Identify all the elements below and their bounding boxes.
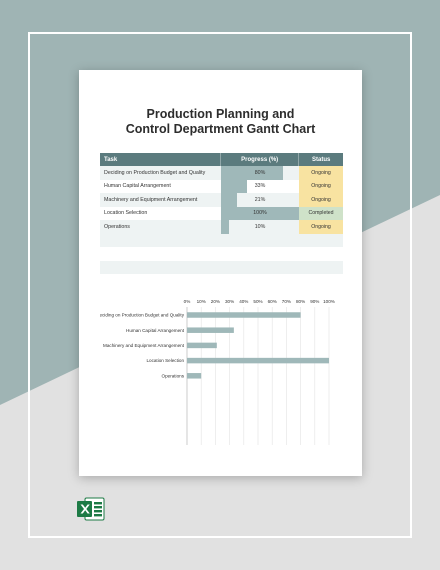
document-page: Production Planning and Control Departme…: [79, 70, 362, 476]
progress-label: 100%: [253, 210, 267, 217]
category-label: Operations: [162, 373, 185, 378]
task-cell: Machinery and Equipment Arrangement: [104, 196, 198, 203]
status-badge: Ongoing: [299, 166, 343, 180]
document-title: Production Planning and Control Departme…: [79, 107, 362, 137]
x-tick-label: 70%: [282, 299, 291, 304]
x-tick-label: 10%: [197, 299, 206, 304]
task-cell: Human Capital Arrangement: [104, 183, 171, 190]
progress-cell: 100%: [221, 206, 299, 220]
empty-row: [100, 260, 343, 274]
progress-bar: [221, 166, 284, 180]
progress-label: 33%: [254, 183, 266, 190]
category-label: Deciding on Production Budget and Qualit…: [100, 313, 185, 318]
table-row: Human Capital Arrangement 33% Ongoing: [100, 179, 343, 193]
x-tick-label: 60%: [268, 299, 277, 304]
status-badge: Completed: [299, 206, 343, 220]
gantt-bar: [187, 327, 234, 333]
header-progress: Progress (%): [220, 153, 298, 166]
x-tick-label: 0%: [184, 299, 191, 304]
progress-label: 10%: [254, 223, 266, 230]
gantt-bar: [187, 342, 217, 349]
table-header: Task Progress (%) Status: [100, 153, 343, 166]
gantt-chart-svg: 0% 10% 20% 30% 40% 50% 60% 70% 80% 90% 100% Decidin…: [100, 299, 335, 445]
category-label: Machinery and Equipment Arrangement: [103, 343, 185, 348]
gantt-bar: [187, 373, 202, 379]
x-tick-label: 50%: [253, 299, 262, 304]
x-tick-label: 20%: [211, 299, 220, 304]
header-status: Status: [298, 153, 343, 166]
progress-label: 21%: [254, 196, 266, 203]
empty-row: [100, 247, 343, 261]
x-tick-label: 80%: [296, 299, 305, 304]
table-body: Deciding on Production Budget and Qualit…: [100, 166, 343, 274]
task-cell: Deciding on Production Budget and Qualit…: [104, 169, 206, 176]
empty-row: [100, 233, 343, 247]
status-badge: Ongoing: [299, 179, 343, 193]
header-task: Task: [104, 156, 118, 163]
gantt-chart: 0% 10% 20% 30% 40% 50% 60% 70% 80% 90% 100% Decidin…: [100, 295, 343, 455]
progress-cell: 33%: [221, 179, 299, 193]
status-badge: Ongoing: [299, 193, 343, 207]
title-line-2: Control Department Gantt Chart: [125, 122, 316, 136]
x-tick-label: 40%: [239, 299, 248, 304]
category-label: Location Selection: [146, 358, 184, 363]
progress-table: Task Progress (%) Status Deciding on Pro…: [100, 153, 343, 274]
task-cell: Operations: [104, 223, 130, 230]
progress-bar: [221, 179, 247, 193]
progress-cell: 80%: [221, 166, 299, 180]
progress-cell: 21%: [221, 193, 299, 207]
progress-bar: [221, 206, 299, 220]
decorative-frame: [28, 32, 412, 538]
task-cell: Location Selection: [104, 210, 148, 217]
x-tick-label: 100%: [323, 299, 335, 304]
table-row: Operations 10% Ongoing: [100, 220, 343, 234]
table-row: Location Selection 100% Completed: [100, 206, 343, 220]
progress-label: 80%: [254, 169, 266, 176]
gantt-bar: [187, 357, 329, 364]
category-label: Human Capital Arrangement: [126, 328, 185, 333]
progress-bar: [221, 193, 238, 207]
table-row: Machinery and Equipment Arrangement 21% On…: [100, 193, 343, 207]
table-row: Deciding on Production Budget and Qualit…: [100, 166, 343, 180]
gantt-bar: [187, 312, 301, 318]
progress-bar: [221, 220, 229, 234]
progress-cell: 10%: [221, 220, 299, 234]
x-tick-label: 90%: [310, 299, 319, 304]
excel-icon: [77, 497, 105, 521]
title-line-1: Production Planning and: [146, 107, 295, 121]
x-tick-label: 30%: [225, 299, 234, 304]
status-badge: Ongoing: [299, 220, 343, 234]
